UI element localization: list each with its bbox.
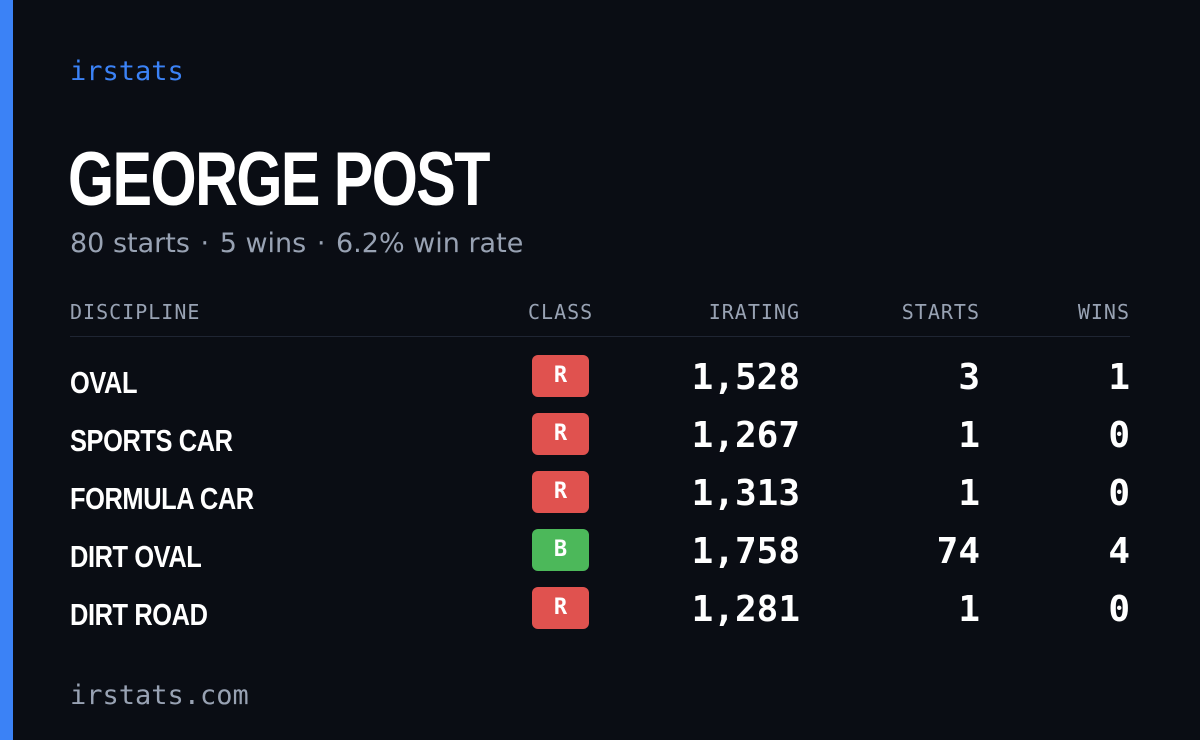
total-wins: 5 wins [219, 228, 307, 259]
starts-value: 74 [936, 531, 980, 572]
table-header: DISCIPLINE CLASS IRATING STARTS WINS [70, 298, 1130, 337]
license-class-badge: R [532, 413, 589, 455]
total-starts: 80 starts [70, 228, 190, 259]
discipline-name: FORMULA CAR [70, 481, 254, 516]
wins-value: 0 [1108, 473, 1130, 514]
discipline-name: DIRT ROAD [70, 597, 208, 632]
wins-value: 4 [1108, 531, 1130, 572]
header-wins: WINS [1077, 300, 1130, 324]
table-body: OVAL R 1,528 3 1 SPORTS CAR R 1,267 1 0 … [70, 353, 1130, 643]
stats-table: DISCIPLINE CLASS IRATING STARTS WINS OVA… [70, 298, 1130, 643]
starts-value: 1 [958, 589, 980, 630]
table-row: DIRT OVAL B 1,758 74 4 [70, 527, 1130, 585]
irating-value: 1,528 [691, 357, 800, 398]
header-irating: IRATING [708, 300, 800, 324]
header-discipline: DISCIPLINE [70, 300, 201, 324]
license-class-badge: R [532, 471, 589, 513]
table-row: SPORTS CAR R 1,267 1 0 [70, 411, 1130, 469]
discipline-name: OVAL [70, 365, 138, 400]
footer-domain-link[interactable]: irstats.com [70, 680, 249, 711]
license-class-badge: B [532, 529, 589, 571]
player-summary: 80 starts · 5 wins · 6.2% win rate [70, 228, 523, 259]
discipline-name: SPORTS CAR [70, 423, 233, 458]
separator: · [200, 228, 210, 259]
license-class-badge: R [532, 587, 589, 629]
wins-value: 0 [1108, 415, 1130, 456]
header-starts: STARTS [901, 300, 980, 324]
discipline-name: DIRT OVAL [70, 539, 202, 574]
irating-value: 1,281 [691, 589, 800, 630]
table-row: DIRT ROAD R 1,281 1 0 [70, 585, 1130, 643]
starts-value: 3 [958, 357, 980, 398]
starts-value: 1 [958, 473, 980, 514]
accent-bar [0, 0, 13, 740]
brand-logo[interactable]: irstats [70, 56, 184, 87]
irating-value: 1,313 [691, 473, 800, 514]
irating-value: 1,758 [691, 531, 800, 572]
irating-value: 1,267 [691, 415, 800, 456]
wins-value: 0 [1108, 589, 1130, 630]
win-rate: 6.2% win rate [336, 228, 524, 259]
starts-value: 1 [958, 415, 980, 456]
separator: · [316, 228, 326, 259]
player-name: GEORGE POST [68, 137, 490, 222]
header-class: CLASS [528, 300, 594, 324]
wins-value: 1 [1108, 357, 1130, 398]
table-row: FORMULA CAR R 1,313 1 0 [70, 469, 1130, 527]
license-class-badge: R [532, 355, 589, 397]
table-row: OVAL R 1,528 3 1 [70, 353, 1130, 411]
